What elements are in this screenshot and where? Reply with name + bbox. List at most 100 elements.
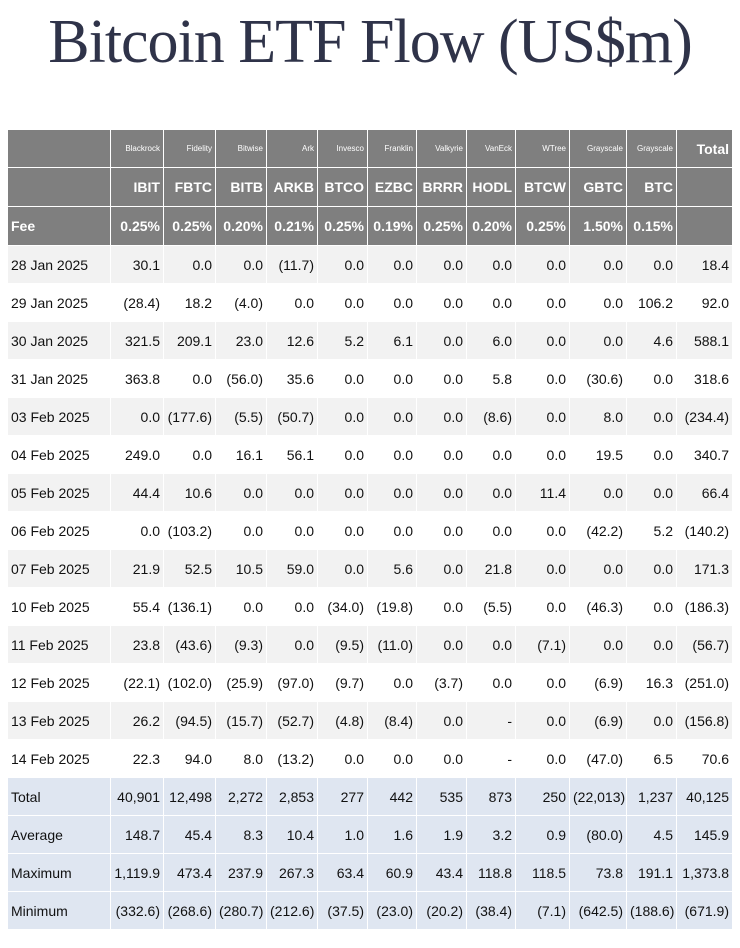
value-cell: 0.0 bbox=[317, 245, 368, 284]
value-cell: Grayscale bbox=[626, 129, 677, 168]
value-cell: (30.6) bbox=[569, 359, 627, 398]
value-cell: 0.0 bbox=[626, 701, 677, 740]
value-cell: (8.4) bbox=[367, 701, 417, 740]
row-label-cell: Maximum bbox=[7, 853, 111, 892]
value-cell: (80.0) bbox=[569, 815, 627, 854]
value-cell: 0.0 bbox=[215, 511, 267, 550]
value-cell: 0.25% bbox=[317, 206, 368, 246]
value-cell: 0.0 bbox=[626, 245, 677, 284]
value-cell: HODL bbox=[466, 167, 516, 207]
row-label-cell: 10 Feb 2025 bbox=[7, 587, 111, 626]
table-row: 13 Feb 2025 26.2 (94.5) (15.7) (52.7) (4.8) (8… bbox=[7, 701, 733, 740]
value-cell: 44.4 bbox=[110, 473, 164, 512]
value-cell: 35.6 bbox=[266, 359, 318, 398]
value-cell: 0.0 bbox=[626, 549, 677, 588]
value-cell: 0.0 bbox=[416, 701, 467, 740]
value-cell: IBIT bbox=[110, 167, 164, 207]
value-cell: 10.4 bbox=[266, 815, 318, 854]
value-cell: BTCW bbox=[515, 167, 570, 207]
value-cell: (642.5) bbox=[569, 891, 627, 930]
value-cell: 0.0 bbox=[110, 511, 164, 550]
row-label-cell: 11 Feb 2025 bbox=[7, 625, 111, 664]
value-cell: Blackrock bbox=[110, 129, 164, 168]
value-cell: (43.6) bbox=[163, 625, 216, 664]
value-cell: (140.2) bbox=[676, 511, 733, 550]
value-cell: 23.8 bbox=[110, 625, 164, 664]
value-cell: 118.8 bbox=[466, 853, 516, 892]
value-cell: 0.0 bbox=[515, 283, 570, 322]
value-cell: (13.2) bbox=[266, 739, 318, 778]
value-cell: 191.1 bbox=[626, 853, 677, 892]
row-label-cell: 07 Feb 2025 bbox=[7, 549, 111, 588]
value-cell: 70.6 bbox=[676, 739, 733, 778]
value-cell: (9.3) bbox=[215, 625, 267, 664]
table-row: 03 Feb 2025 0.0 (177.6) (5.5) (50.7) 0.0 0.0 0.… bbox=[7, 397, 733, 436]
value-cell: 118.5 bbox=[515, 853, 570, 892]
value-cell: GBTC bbox=[569, 167, 627, 207]
value-cell: 18.2 bbox=[163, 283, 216, 322]
value-cell: 3.2 bbox=[466, 815, 516, 854]
value-cell: (4.8) bbox=[317, 701, 368, 740]
value-cell: 0.0 bbox=[515, 511, 570, 550]
value-cell: 0.0 bbox=[266, 587, 318, 626]
value-cell: 5.8 bbox=[466, 359, 516, 398]
value-cell: 0.0 bbox=[367, 663, 417, 702]
value-cell: 5.2 bbox=[317, 321, 368, 360]
value-cell: 473.4 bbox=[163, 853, 216, 892]
value-cell: (28.4) bbox=[110, 283, 164, 322]
value-cell: (37.5) bbox=[317, 891, 368, 930]
value-cell: 94.0 bbox=[163, 739, 216, 778]
value-cell: 0.0 bbox=[416, 549, 467, 588]
value-cell: 0.0 bbox=[416, 321, 467, 360]
value-cell: 442 bbox=[367, 777, 417, 816]
row-label-cell: Total bbox=[7, 777, 111, 816]
value-cell: 43.4 bbox=[416, 853, 467, 892]
row-label-cell bbox=[7, 167, 111, 207]
value-cell: WTree bbox=[515, 129, 570, 168]
value-cell: 0.0 bbox=[266, 473, 318, 512]
value-cell: 0.0 bbox=[163, 435, 216, 474]
value-cell: 4.5 bbox=[626, 815, 677, 854]
value-cell: 1.9 bbox=[416, 815, 467, 854]
value-cell: 0.0 bbox=[416, 587, 467, 626]
value-cell: 0.0 bbox=[416, 625, 467, 664]
value-cell: Bitwise bbox=[215, 129, 267, 168]
value-cell: 237.9 bbox=[215, 853, 267, 892]
table-row: 12 Feb 2025 (22.1) (102.0) (25.9) (97.0) (9.7… bbox=[7, 663, 733, 702]
value-cell: (50.7) bbox=[266, 397, 318, 436]
value-cell: 11.4 bbox=[515, 473, 570, 512]
value-cell: 0.0 bbox=[215, 473, 267, 512]
table-row: 11 Feb 2025 23.8 (43.6) (9.3) 0.0 (9.5) (11.0)… bbox=[7, 625, 733, 664]
row-label-cell: Average bbox=[7, 815, 111, 854]
value-cell: (188.6) bbox=[626, 891, 677, 930]
value-cell: 0.0 bbox=[367, 435, 417, 474]
value-cell: (7.1) bbox=[515, 625, 570, 664]
value-cell: 6.0 bbox=[466, 321, 516, 360]
value-cell: 73.8 bbox=[569, 853, 627, 892]
summary-row: Maximum 1,119.9 473.4 237.9 267.3 63.4 60.9 43.… bbox=[7, 853, 733, 892]
value-cell: 0.25% bbox=[110, 206, 164, 246]
row-label-cell: 14 Feb 2025 bbox=[7, 739, 111, 778]
value-cell: 92.0 bbox=[676, 283, 733, 322]
value-cell: 363.8 bbox=[110, 359, 164, 398]
row-label-cell: 03 Feb 2025 bbox=[7, 397, 111, 436]
value-cell: 171.3 bbox=[676, 549, 733, 588]
value-cell: 0.0 bbox=[626, 359, 677, 398]
value-cell: 6.1 bbox=[367, 321, 417, 360]
page-title: Bitcoin ETF Flow (US$m) bbox=[48, 8, 693, 76]
value-cell: (3.7) bbox=[416, 663, 467, 702]
value-cell: 0.0 bbox=[466, 245, 516, 284]
value-cell: 0.0 bbox=[569, 625, 627, 664]
value-cell: 26.2 bbox=[110, 701, 164, 740]
value-cell: (7.1) bbox=[515, 891, 570, 930]
value-cell: 4.6 bbox=[626, 321, 677, 360]
value-cell: (280.7) bbox=[215, 891, 267, 930]
value-cell: 0.0 bbox=[110, 397, 164, 436]
table-row: 31 Jan 2025 363.8 0.0 (56.0) 35.6 0.0 0.0 0.0 5.… bbox=[7, 359, 733, 398]
value-cell: EZBC bbox=[367, 167, 417, 207]
table-row: 07 Feb 2025 21.9 52.5 10.5 59.0 0.0 5.6 0.0 21.8… bbox=[7, 549, 733, 588]
value-cell: 106.2 bbox=[626, 283, 677, 322]
value-cell: (25.9) bbox=[215, 663, 267, 702]
value-cell: 0.0 bbox=[367, 245, 417, 284]
value-cell: 56.1 bbox=[266, 435, 318, 474]
